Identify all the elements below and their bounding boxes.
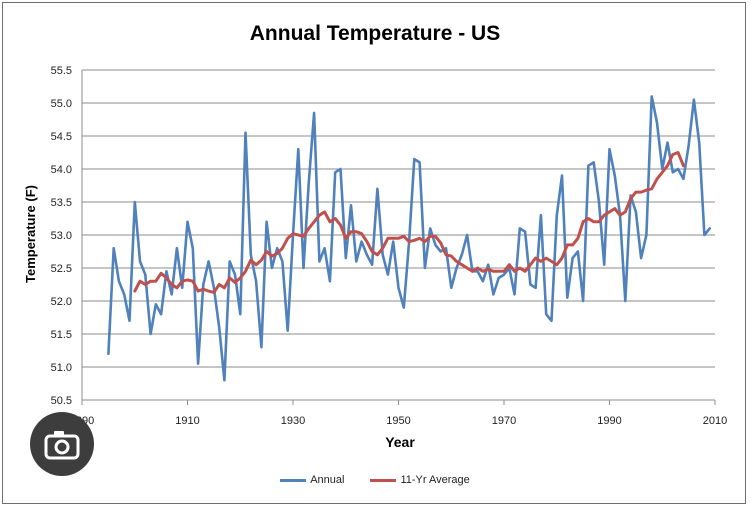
legend-swatch-average [370, 478, 397, 482]
y-tick-label: 50.5 [51, 395, 72, 407]
y-tick-label: 52.5 [51, 263, 72, 275]
y-tick-label: 51.5 [51, 329, 72, 341]
legend-item-annual: Annual [280, 474, 344, 486]
legend-label-average: 11-Yr Average [400, 474, 470, 486]
y-tick-label: 51.0 [51, 362, 72, 374]
x-tick-label: 1970 [492, 415, 516, 427]
y-tick-label: 54.5 [51, 131, 72, 143]
y-tick-label: 55.5 [51, 65, 72, 77]
legend: Annual 11-Yr Average [0, 474, 750, 486]
x-tick-label: 1930 [281, 415, 305, 427]
y-tick-label: 52.0 [51, 296, 72, 308]
series-line-11yr-average [133, 151, 685, 294]
y-tick-label: 54.0 [51, 164, 72, 176]
x-tick-label: 1950 [386, 415, 410, 427]
chart-title: Annual Temperature - US [249, 22, 501, 45]
x-tick-labels: 1890191019301950197019902010 [70, 400, 727, 427]
x-tick-label: 1910 [175, 415, 199, 427]
series-line-annual [107, 95, 712, 382]
y-axis-label: Temperature (F) [23, 185, 38, 283]
y-tick-label: 53.5 [51, 197, 72, 209]
legend-label-annual: Annual [310, 474, 345, 486]
legend-swatch-annual [280, 478, 307, 482]
y-tick-label: 53.0 [51, 230, 72, 242]
camera-icon [44, 431, 80, 460]
legend-item-average: 11-Yr Average [370, 474, 470, 486]
x-axis-label: Year [385, 434, 415, 450]
x-tick-label: 1990 [597, 415, 621, 427]
y-tick-labels: 50.5 51.0 51.5 52.0 52.5 53.0 53.5 54.0 54.5 55.0… [51, 65, 72, 407]
image-search-button[interactable] [30, 412, 94, 476]
series-lines [107, 95, 712, 382]
y-tick-label: 55.0 [51, 98, 72, 110]
x-tick-label: 2010 [703, 415, 727, 427]
